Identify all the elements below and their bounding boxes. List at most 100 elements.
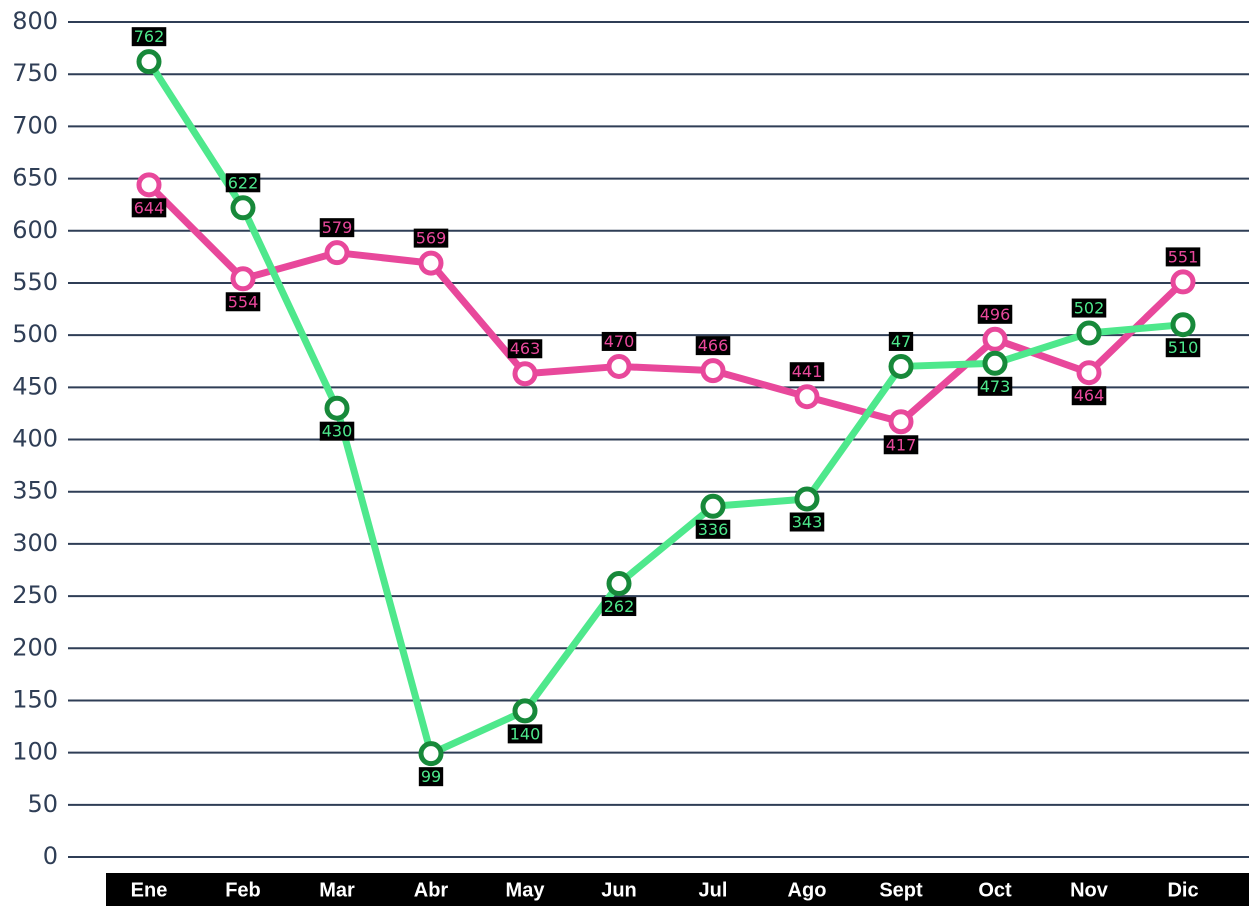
data-label-bg xyxy=(977,376,1013,396)
point-marker xyxy=(1076,360,1102,386)
y-tick-label: 50 xyxy=(27,790,58,818)
data-label-bg xyxy=(225,292,261,312)
data-label-text: 496 xyxy=(980,305,1011,324)
data-label-bg xyxy=(507,339,543,359)
point-marker xyxy=(512,698,538,724)
data-label-bg xyxy=(977,304,1013,324)
data-label-bg xyxy=(319,421,355,441)
y-tick-label: 600 xyxy=(12,216,58,244)
data-label: 466 xyxy=(695,336,731,356)
data-label-bg xyxy=(1165,338,1201,358)
x-tick-label: Sept xyxy=(879,879,923,901)
data-label-bg xyxy=(888,331,914,351)
x-tick-label: Jul xyxy=(699,879,728,901)
data-label-bg xyxy=(225,173,261,193)
point-marker xyxy=(230,266,256,292)
data-label-text: 510 xyxy=(1168,338,1199,357)
point-marker xyxy=(136,172,162,198)
data-label: 430 xyxy=(319,421,355,441)
x-tick-label: Nov xyxy=(1070,879,1109,901)
data-label-text: 502 xyxy=(1074,299,1105,318)
data-label-text: 336 xyxy=(698,520,729,539)
data-label-bg xyxy=(319,218,355,238)
y-tick-label: 200 xyxy=(12,633,58,661)
data-label-text: 466 xyxy=(698,336,729,355)
data-label-bg xyxy=(695,336,731,356)
data-label: 140 xyxy=(507,724,543,744)
data-label-text: 343 xyxy=(792,512,823,531)
data-label: 510 xyxy=(1165,338,1201,358)
point-marker xyxy=(1170,269,1196,295)
data-label-text: 464 xyxy=(1074,386,1105,405)
data-label: 99 xyxy=(418,767,444,787)
data-label-text: 47 xyxy=(891,332,911,351)
data-label: 262 xyxy=(601,597,637,617)
y-tick-label: 650 xyxy=(12,164,58,192)
data-label-bg xyxy=(601,331,637,351)
data-label-text: 762 xyxy=(134,27,165,46)
data-label-text: 551 xyxy=(1168,247,1199,266)
data-label-text: 622 xyxy=(228,173,259,192)
data-label-text: 569 xyxy=(416,229,447,248)
y-tick-label: 550 xyxy=(12,268,58,296)
y-tick-label: 350 xyxy=(12,477,58,505)
data-label: 470 xyxy=(601,331,637,351)
data-label-text: 554 xyxy=(228,292,259,311)
data-label-text: 644 xyxy=(134,198,165,217)
point-marker xyxy=(888,409,914,435)
x-tick-label: May xyxy=(506,879,546,901)
data-label-bg xyxy=(601,597,637,617)
data-label-text: 470 xyxy=(604,332,635,351)
point-marker xyxy=(700,493,726,519)
data-label: 336 xyxy=(695,519,731,539)
data-label: 464 xyxy=(1071,386,1107,406)
data-label-bg xyxy=(789,362,825,382)
data-label-bg xyxy=(507,724,543,744)
x-tick-label: Ene xyxy=(131,879,168,901)
data-label: 473 xyxy=(977,376,1013,396)
data-label: 441 xyxy=(789,362,825,382)
data-label: 644 xyxy=(131,198,167,218)
point-marker xyxy=(1170,312,1196,338)
point-marker xyxy=(230,195,256,221)
data-label-bg xyxy=(413,228,449,248)
data-label: 622 xyxy=(225,173,261,193)
data-label-text: 140 xyxy=(510,724,541,743)
data-label-bg xyxy=(131,27,167,47)
data-label-text: 463 xyxy=(510,339,541,358)
point-marker xyxy=(324,240,350,266)
data-label-bg xyxy=(131,198,167,218)
series-line xyxy=(146,182,1186,426)
data-label: 762 xyxy=(131,27,167,47)
x-tick-label: Mar xyxy=(319,879,355,901)
data-label: 554 xyxy=(225,292,261,312)
y-tick-label: 500 xyxy=(12,320,58,348)
data-label-bg xyxy=(695,519,731,539)
data-label-text: 430 xyxy=(322,422,353,441)
x-tick-label: Feb xyxy=(225,879,261,901)
y-tick-label: 450 xyxy=(12,372,58,400)
category-band xyxy=(106,873,1249,906)
data-label-text: 99 xyxy=(421,767,441,786)
data-label: 47 xyxy=(888,331,914,351)
data-label-text: 473 xyxy=(980,377,1011,396)
data-label: 551 xyxy=(1165,247,1201,267)
point-marker xyxy=(324,395,350,421)
data-label-bg xyxy=(1165,247,1201,267)
point-marker xyxy=(1076,320,1102,346)
point-marker xyxy=(418,741,444,767)
x-tick-label: Ago xyxy=(788,879,827,901)
data-label-text: 579 xyxy=(322,218,353,237)
point-marker xyxy=(700,358,726,384)
data-label-bg xyxy=(789,512,825,532)
data-label: 496 xyxy=(977,304,1013,324)
y-tick-label: 400 xyxy=(12,425,58,453)
series-line xyxy=(146,59,1184,758)
y-tick-label: 750 xyxy=(12,59,58,87)
point-marker xyxy=(512,361,538,387)
y-tick-label: 800 xyxy=(12,7,58,35)
data-label: 579 xyxy=(319,218,355,238)
data-label-text: 262 xyxy=(604,597,635,616)
point-marker xyxy=(418,250,444,276)
